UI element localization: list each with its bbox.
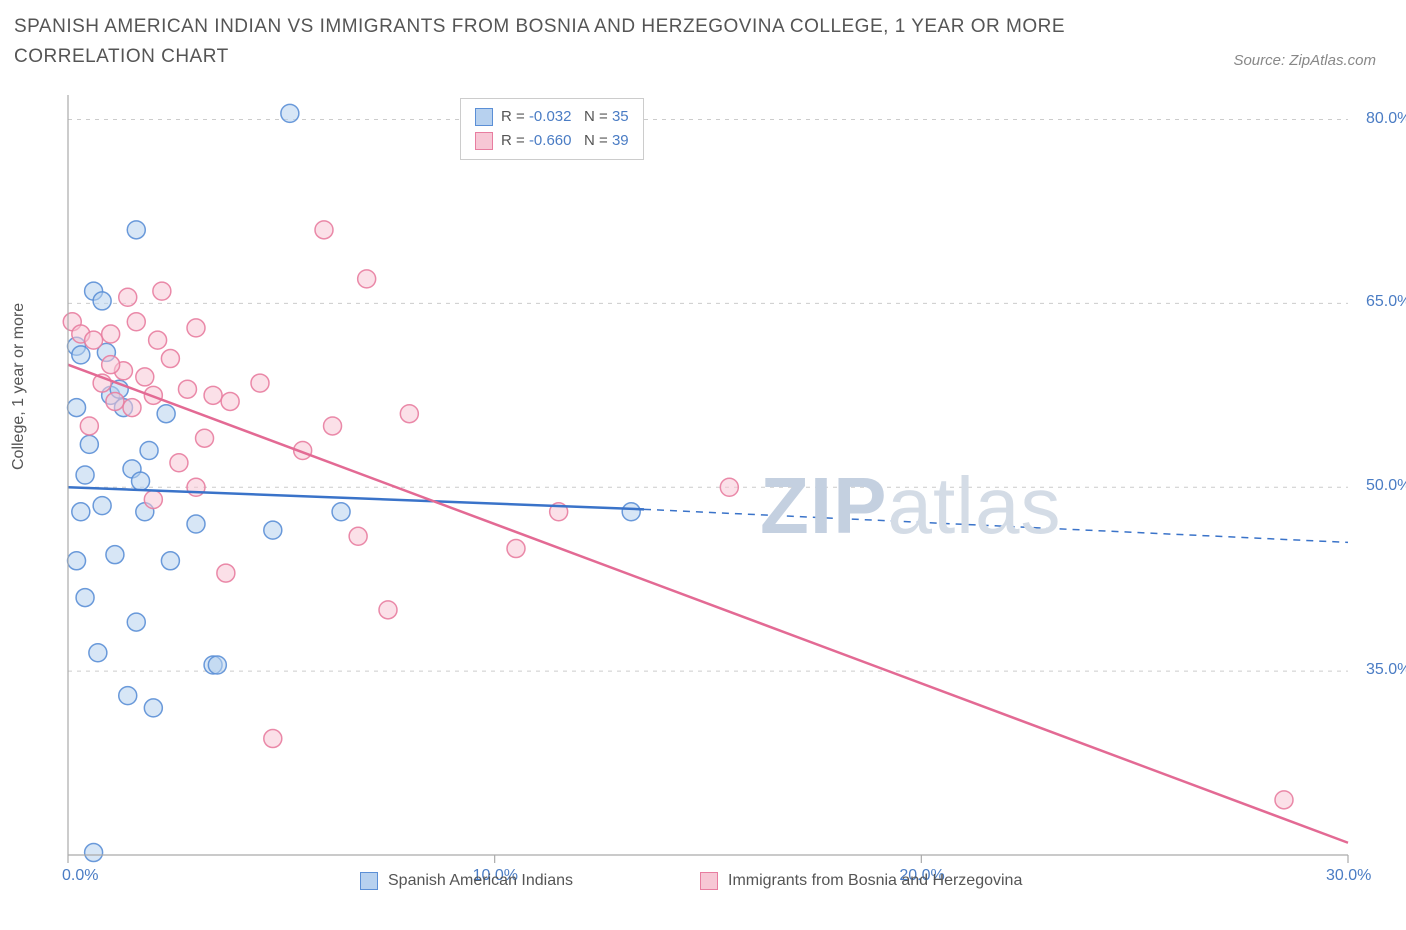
legend-series-label: Spanish American Indians	[388, 872, 573, 890]
legend-stat-row: R = -0.032 N = 35	[475, 105, 629, 129]
y-tick-label: 65.0%	[1366, 293, 1406, 311]
x-tick-label: 0.0%	[62, 867, 98, 885]
source-attribution: Source: ZipAtlas.com	[1233, 52, 1376, 69]
chart-title: SPANISH AMERICAN INDIAN VS IMMIGRANTS FR…	[14, 12, 1134, 73]
y-axis-label: College, 1 year or more	[10, 303, 28, 470]
legend-series: Immigrants from Bosnia and Herzegovina	[700, 872, 1022, 890]
scatter-chart	[56, 95, 1376, 875]
y-tick-label: 80.0%	[1366, 110, 1406, 128]
legend-stat-row: R = -0.660 N = 39	[475, 129, 629, 153]
chart-area	[56, 95, 1376, 875]
legend-swatch-icon	[475, 108, 493, 126]
legend-swatch-icon	[700, 872, 718, 890]
legend-swatch-icon	[360, 872, 378, 890]
y-tick-label: 35.0%	[1366, 661, 1406, 679]
x-tick-label: 30.0%	[1326, 867, 1371, 885]
y-tick-label: 50.0%	[1366, 477, 1406, 495]
legend-stats: R = -0.032 N = 35R = -0.660 N = 39	[460, 98, 644, 160]
legend-swatch-icon	[475, 132, 493, 150]
legend-series-label: Immigrants from Bosnia and Herzegovina	[728, 872, 1022, 890]
legend-series: Spanish American Indians	[360, 872, 573, 890]
